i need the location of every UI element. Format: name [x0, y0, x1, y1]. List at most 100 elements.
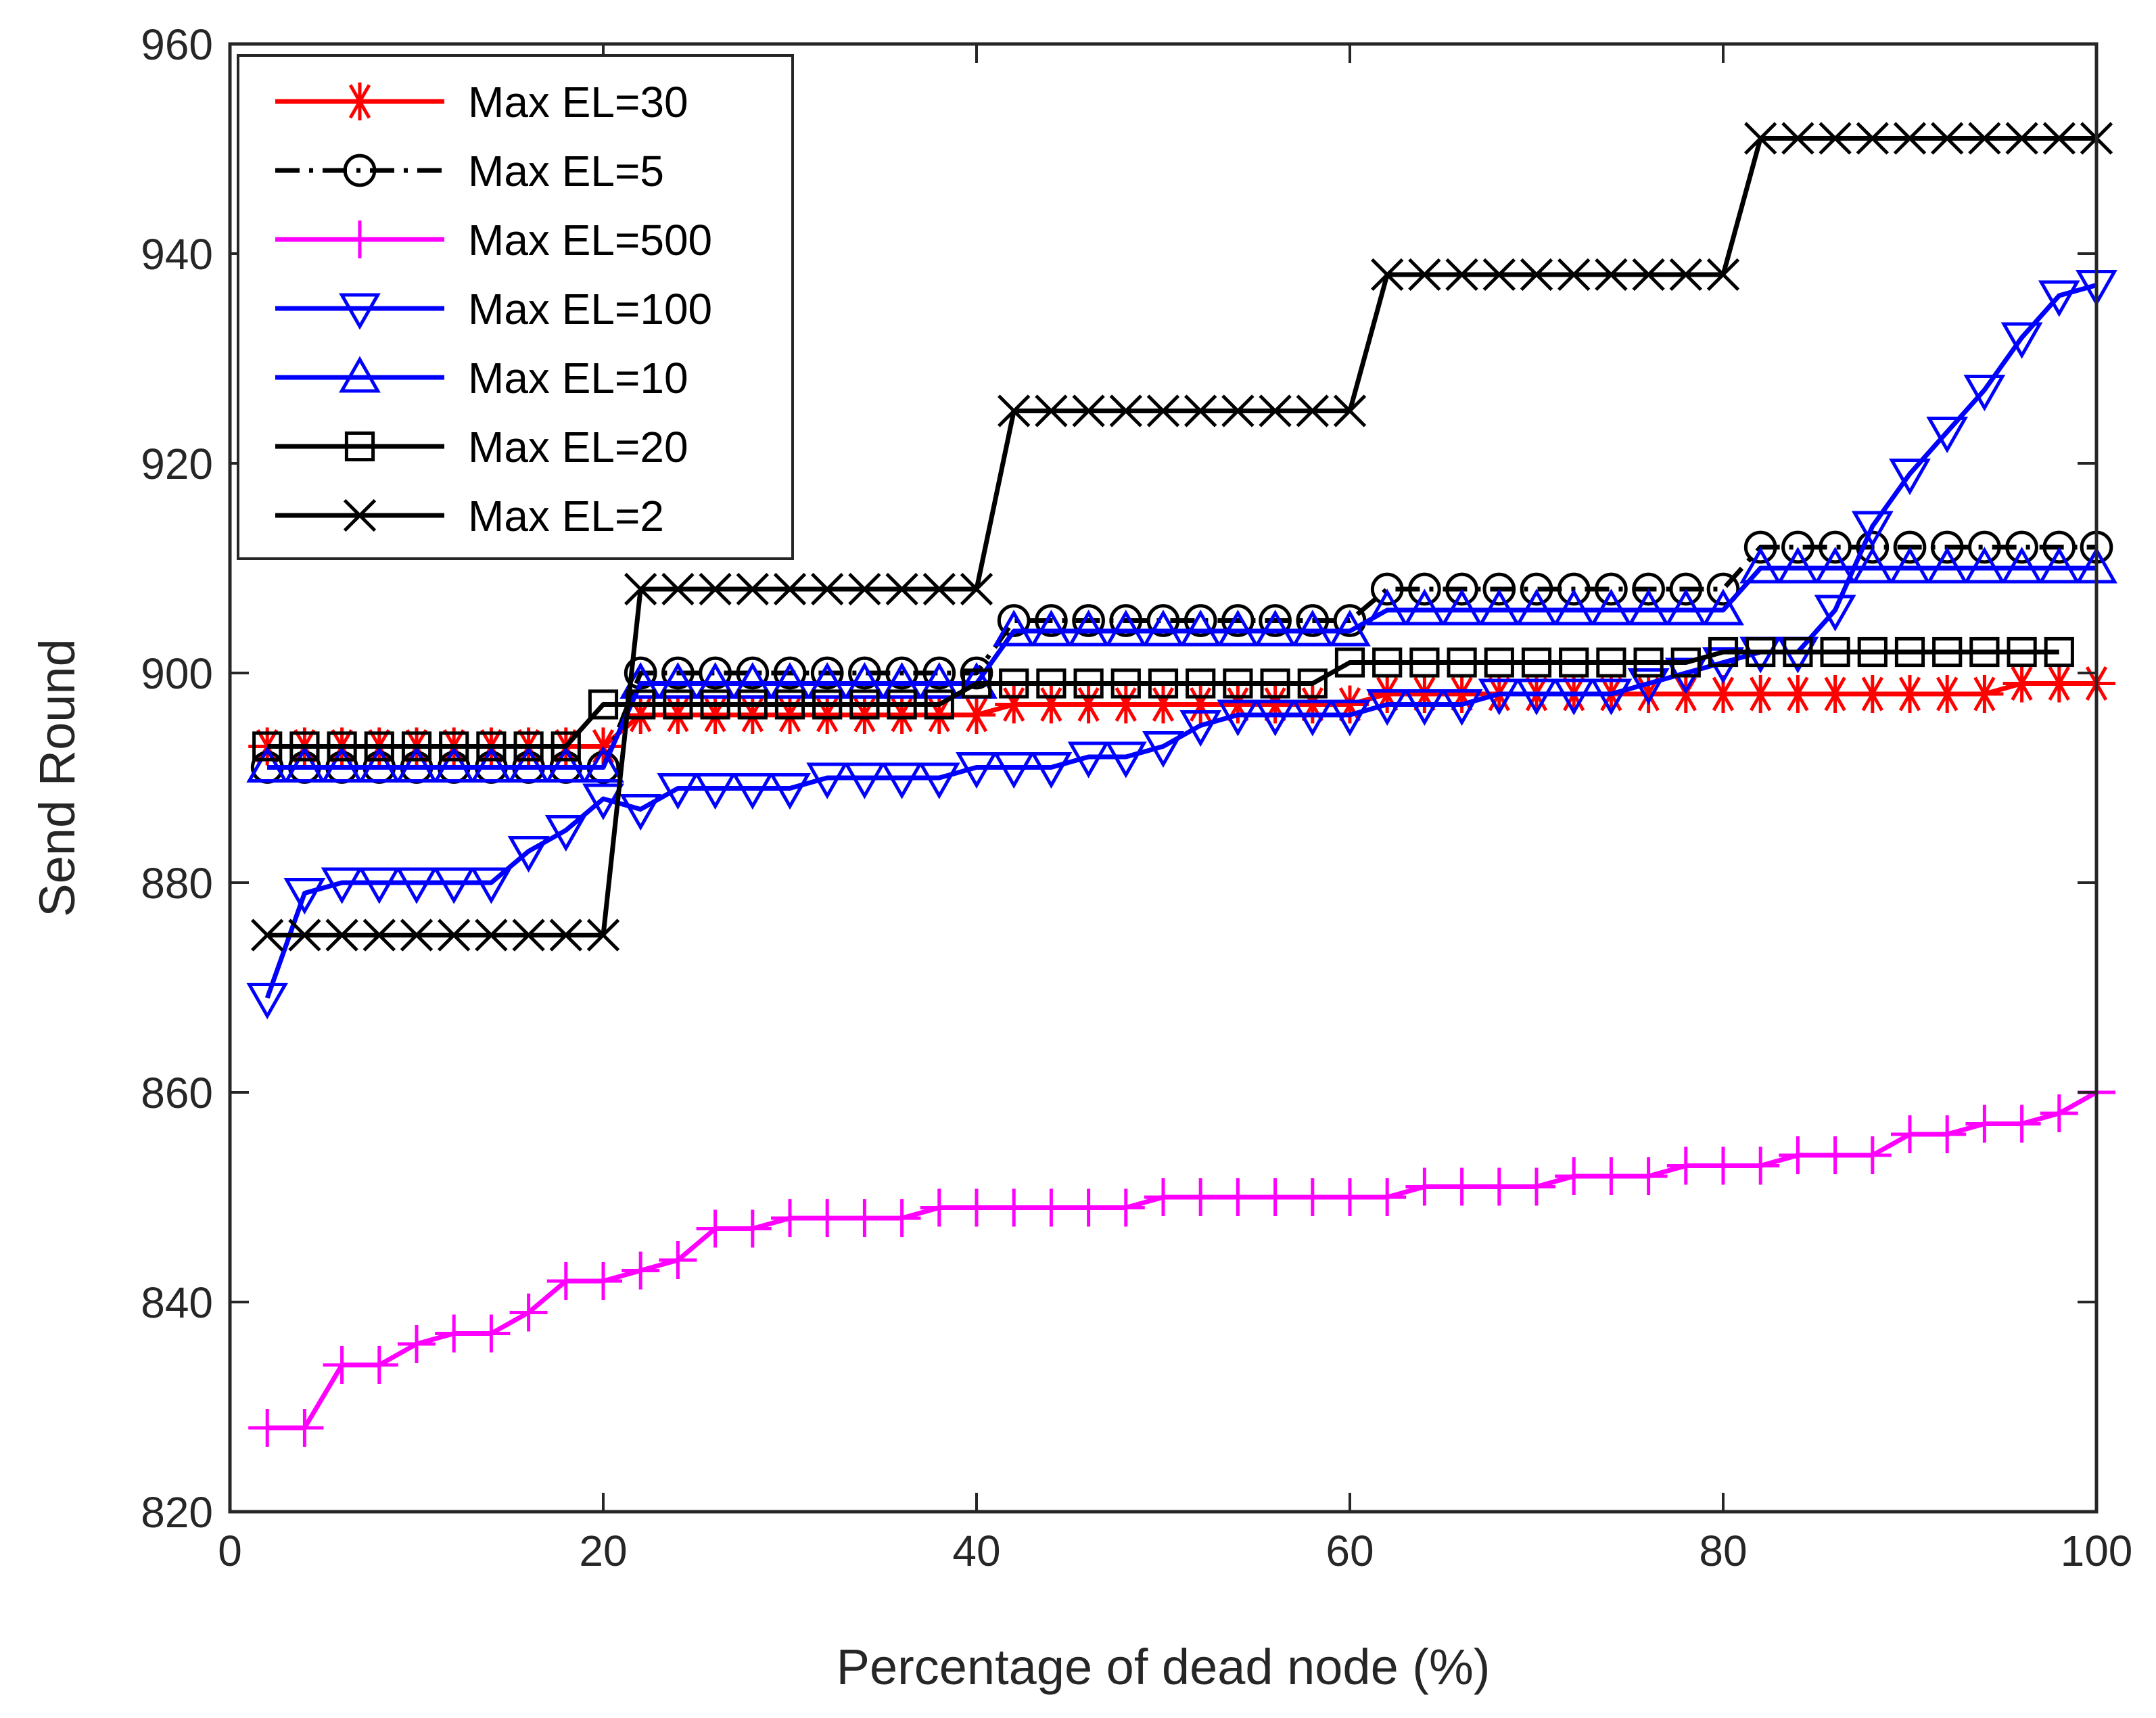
data-point-triangle-up: [1553, 588, 1595, 626]
data-point-cross: [325, 919, 358, 952]
legend-entry: Max EL=20: [275, 423, 688, 471]
data-point-triangle-down: [544, 815, 587, 852]
cross-stroke: [1744, 122, 1777, 155]
data-point-cross: [1632, 258, 1665, 292]
cross-stroke: [288, 919, 321, 952]
data-point-cross: [400, 919, 433, 952]
data-point-plus: [622, 1251, 660, 1290]
data-point-square: [1334, 647, 1365, 678]
data-point-triangle-up: [1478, 588, 1520, 626]
data-point-plus: [509, 1293, 548, 1332]
data-point-triangle-down: [1851, 511, 1894, 548]
data-point-circle: [661, 656, 695, 690]
data-point-square: [1223, 668, 1253, 699]
data-point-cross: [475, 919, 508, 952]
data-point-cross: [885, 572, 918, 606]
data-point-triangle-up: [1739, 547, 1782, 584]
data-point-asterisk: [341, 83, 379, 120]
data-point-circle: [1482, 572, 1516, 606]
data-point-circle: [1109, 604, 1143, 637]
data-point-cross: [2005, 122, 2038, 155]
data-point-triangle-up: [433, 745, 475, 783]
data-point-plus: [1106, 1188, 1145, 1227]
data-point-triangle-up: [1179, 609, 1222, 647]
data-point-plus: [1592, 1157, 1631, 1195]
series-line: [267, 649, 2059, 749]
data-point-square: [1708, 636, 1739, 668]
cross-stroke: [1445, 258, 1478, 292]
cross-stroke: [325, 919, 358, 952]
data-point-square: [1260, 668, 1290, 699]
data-point-triangle-up: [507, 745, 550, 783]
data-point-asterisk: [2002, 664, 2041, 703]
data-point-asterisk: [1181, 685, 1220, 724]
data-point-triangle-down: [1030, 752, 1073, 789]
data-point-triangle-up: [246, 745, 289, 783]
cross-stroke: [1557, 258, 1591, 292]
data-point-plus: [883, 1199, 921, 1237]
data-point-circle: [2042, 530, 2076, 564]
data-point-triangle-up: [1217, 609, 1259, 647]
data-point-triangle-down: [246, 983, 289, 1020]
data-point-cross: [1893, 122, 1927, 155]
data-point-square: [476, 731, 507, 762]
x-tick-label: 100: [2061, 1527, 2133, 1575]
data-point-triangle-up: [1963, 547, 2006, 584]
data-point-triangle-down: [1814, 595, 1856, 632]
series-layer: [246, 122, 2117, 1447]
data-point-square: [887, 689, 917, 720]
data-point-asterisk: [1816, 675, 1854, 713]
data-point-square: [289, 731, 320, 762]
legend-entry: Max EL=10: [275, 354, 688, 402]
data-point-triangle-up: [321, 745, 363, 783]
data-point-square: [513, 731, 544, 762]
data-point-triangle-down: [731, 773, 774, 810]
legend: Max EL=30 Max EL=5 Max EL=500 Max EL=100 Max…: [237, 54, 794, 560]
data-point-plus: [1666, 1146, 1705, 1185]
data-point-triangle-up: [582, 745, 624, 783]
data-point-triangle-up: [843, 661, 886, 699]
cross-stroke: [1371, 258, 1404, 292]
data-point-square: [364, 731, 394, 762]
series-max-el-2: [251, 122, 2113, 952]
data-point-square: [1148, 668, 1179, 699]
data-point-square: [550, 731, 581, 762]
data-point-plus: [1629, 1157, 1668, 1195]
data-point-circle: [1706, 572, 1740, 606]
data-point-triangle-down: [1217, 699, 1259, 737]
cross-stroke: [661, 572, 695, 606]
cross-stroke: [1520, 258, 1553, 292]
cross-stroke: [848, 572, 881, 606]
data-point-plus: [1853, 1136, 1892, 1174]
data-point-square: [1670, 647, 1701, 678]
data-point-triangle-up: [918, 661, 960, 699]
cross-stroke: [1706, 258, 1740, 292]
data-point-cross: [1221, 394, 1255, 427]
data-point-triangle-up: [1777, 547, 1819, 584]
data-point-square: [1932, 636, 1963, 668]
data-point-asterisk: [1965, 675, 2004, 713]
data-point-triangle-up: [396, 745, 438, 783]
data-point-circle: [1893, 530, 1927, 564]
y-tick-label: 940: [141, 230, 213, 279]
data-point-cross: [960, 572, 993, 606]
data-point-plus: [248, 1409, 287, 1447]
cross-stroke: [1333, 394, 1367, 427]
data-point-cross: [251, 919, 284, 952]
data-point-asterisk: [1853, 675, 1892, 713]
cross-stroke: [1482, 258, 1516, 292]
cross-stroke: [885, 572, 918, 606]
data-point-plus: [1032, 1188, 1071, 1227]
data-point-triangle-up: [1926, 547, 1969, 584]
cross-stroke: [1146, 394, 1180, 427]
data-point-triangle-down: [396, 867, 438, 904]
cross-stroke: [400, 919, 433, 952]
data-point-triangle-up: [657, 661, 699, 699]
cross-stroke: [998, 394, 1031, 427]
data-point-triangle-up: [881, 661, 923, 699]
data-point-triangle-down: [1889, 459, 1931, 496]
data-point-plus: [360, 1346, 398, 1384]
data-point-triangle-up: [1851, 547, 1894, 584]
data-point-plus: [1555, 1157, 1593, 1195]
data-point-cross: [343, 498, 377, 532]
